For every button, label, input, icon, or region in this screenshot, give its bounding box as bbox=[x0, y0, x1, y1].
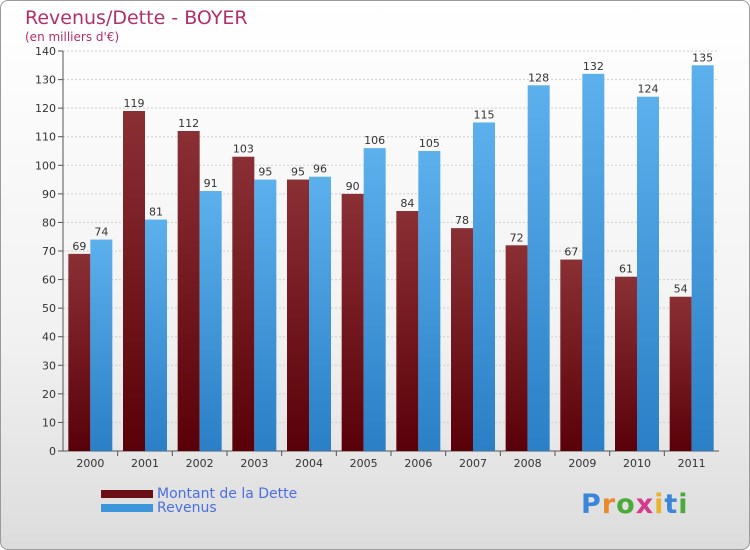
y-tick-label: 0 bbox=[49, 445, 56, 458]
logo-letter: x bbox=[635, 489, 655, 520]
data-label: 105 bbox=[419, 137, 440, 150]
bar-debt bbox=[177, 131, 200, 451]
y-tick-label: 50 bbox=[42, 302, 56, 315]
data-label: 78 bbox=[455, 214, 469, 227]
data-label: 106 bbox=[364, 134, 385, 147]
bar-revenue bbox=[145, 219, 167, 451]
data-label: 81 bbox=[149, 206, 163, 219]
y-tick-label: 10 bbox=[42, 416, 56, 429]
data-label: 67 bbox=[564, 246, 578, 259]
logo-letter: P bbox=[581, 489, 602, 520]
legend-label-revenue: Revenus bbox=[157, 500, 217, 516]
legend-item-debt: Montant de la Dette bbox=[101, 487, 297, 501]
y-tick-label: 140 bbox=[35, 45, 56, 58]
legend: Montant de la Dette Revenus bbox=[101, 487, 297, 515]
x-tick-label: 2011 bbox=[678, 457, 706, 470]
y-tick-label: 130 bbox=[35, 74, 56, 87]
chart-subtitle: (en milliers d'€) bbox=[25, 30, 120, 44]
legend-item-revenue: Revenus bbox=[101, 501, 297, 515]
y-tick-label: 70 bbox=[42, 245, 56, 258]
x-tick-label: 2002 bbox=[186, 457, 214, 470]
bar-debt bbox=[560, 259, 583, 451]
logo-letter: i bbox=[654, 489, 665, 520]
logo-letter: r bbox=[601, 489, 617, 520]
y-tick-label: 30 bbox=[42, 359, 56, 372]
data-label: 61 bbox=[619, 263, 633, 276]
bar-revenue bbox=[90, 239, 113, 451]
data-label: 90 bbox=[346, 180, 360, 193]
bar-debt bbox=[341, 193, 364, 451]
data-label: 74 bbox=[94, 226, 108, 239]
y-tick-label: 20 bbox=[42, 388, 56, 401]
data-label: 84 bbox=[400, 197, 414, 210]
bar-debt bbox=[396, 211, 419, 451]
bar-revenue bbox=[582, 73, 605, 451]
logo-letter: t bbox=[664, 489, 679, 520]
bar-debt bbox=[505, 245, 528, 451]
chart-title: Revenus/Dette - BOYER bbox=[25, 7, 248, 29]
logo-letter: o bbox=[616, 489, 636, 520]
x-tick-label: 2010 bbox=[623, 457, 651, 470]
data-label: 91 bbox=[204, 177, 218, 190]
bar-revenue bbox=[637, 96, 659, 451]
x-tick-label: 2004 bbox=[295, 457, 323, 470]
data-label: 103 bbox=[233, 143, 254, 156]
bar-debt bbox=[615, 276, 637, 451]
bar-revenue bbox=[309, 176, 331, 451]
x-tick-label: 2000 bbox=[76, 457, 104, 470]
bar-revenue bbox=[254, 179, 277, 452]
x-tick-label: 2003 bbox=[240, 457, 268, 470]
data-label: 95 bbox=[258, 166, 272, 179]
logo-letter: i bbox=[678, 489, 689, 520]
x-tick-label: 2005 bbox=[350, 457, 378, 470]
y-tick-label: 90 bbox=[42, 188, 56, 201]
bar-revenue bbox=[473, 122, 495, 451]
data-label: 112 bbox=[178, 117, 199, 130]
data-label: 119 bbox=[124, 97, 145, 110]
bar-revenue bbox=[199, 191, 222, 451]
data-label: 95 bbox=[291, 166, 305, 179]
data-label: 54 bbox=[674, 283, 688, 296]
y-tick-label: 110 bbox=[35, 131, 56, 144]
legend-swatch-debt bbox=[101, 490, 153, 498]
y-tick-label: 80 bbox=[42, 216, 56, 229]
bar-revenue bbox=[418, 151, 441, 451]
data-label: 132 bbox=[583, 60, 604, 73]
y-tick-label: 60 bbox=[42, 274, 56, 287]
data-label: 115 bbox=[474, 108, 495, 121]
proxiti-logo: Proxiti bbox=[581, 489, 689, 520]
y-tick-label: 120 bbox=[35, 102, 56, 115]
data-label: 96 bbox=[313, 163, 327, 176]
data-label: 72 bbox=[510, 231, 524, 244]
x-tick-label: 2008 bbox=[514, 457, 542, 470]
x-tick-label: 2001 bbox=[131, 457, 159, 470]
bar-debt bbox=[123, 111, 145, 451]
legend-swatch-revenue bbox=[101, 504, 153, 512]
bar-debt bbox=[232, 156, 255, 451]
data-label: 124 bbox=[638, 83, 659, 96]
bar-revenue bbox=[363, 148, 386, 451]
y-tick-label: 100 bbox=[35, 159, 56, 172]
y-tick-label: 40 bbox=[42, 331, 56, 344]
bar-debt bbox=[451, 228, 473, 451]
data-label: 128 bbox=[528, 71, 549, 84]
bar-revenue bbox=[527, 85, 550, 452]
data-label: 135 bbox=[692, 51, 713, 64]
bar-debt bbox=[669, 296, 692, 451]
data-label: 69 bbox=[72, 240, 86, 253]
x-tick-label: 2009 bbox=[568, 457, 596, 470]
bar-revenue bbox=[691, 65, 714, 452]
x-tick-label: 2007 bbox=[459, 457, 487, 470]
bar-debt bbox=[68, 253, 91, 451]
legend-label-debt: Montant de la Dette bbox=[157, 486, 298, 502]
x-tick-label: 2006 bbox=[404, 457, 432, 470]
bar-debt bbox=[287, 179, 309, 452]
